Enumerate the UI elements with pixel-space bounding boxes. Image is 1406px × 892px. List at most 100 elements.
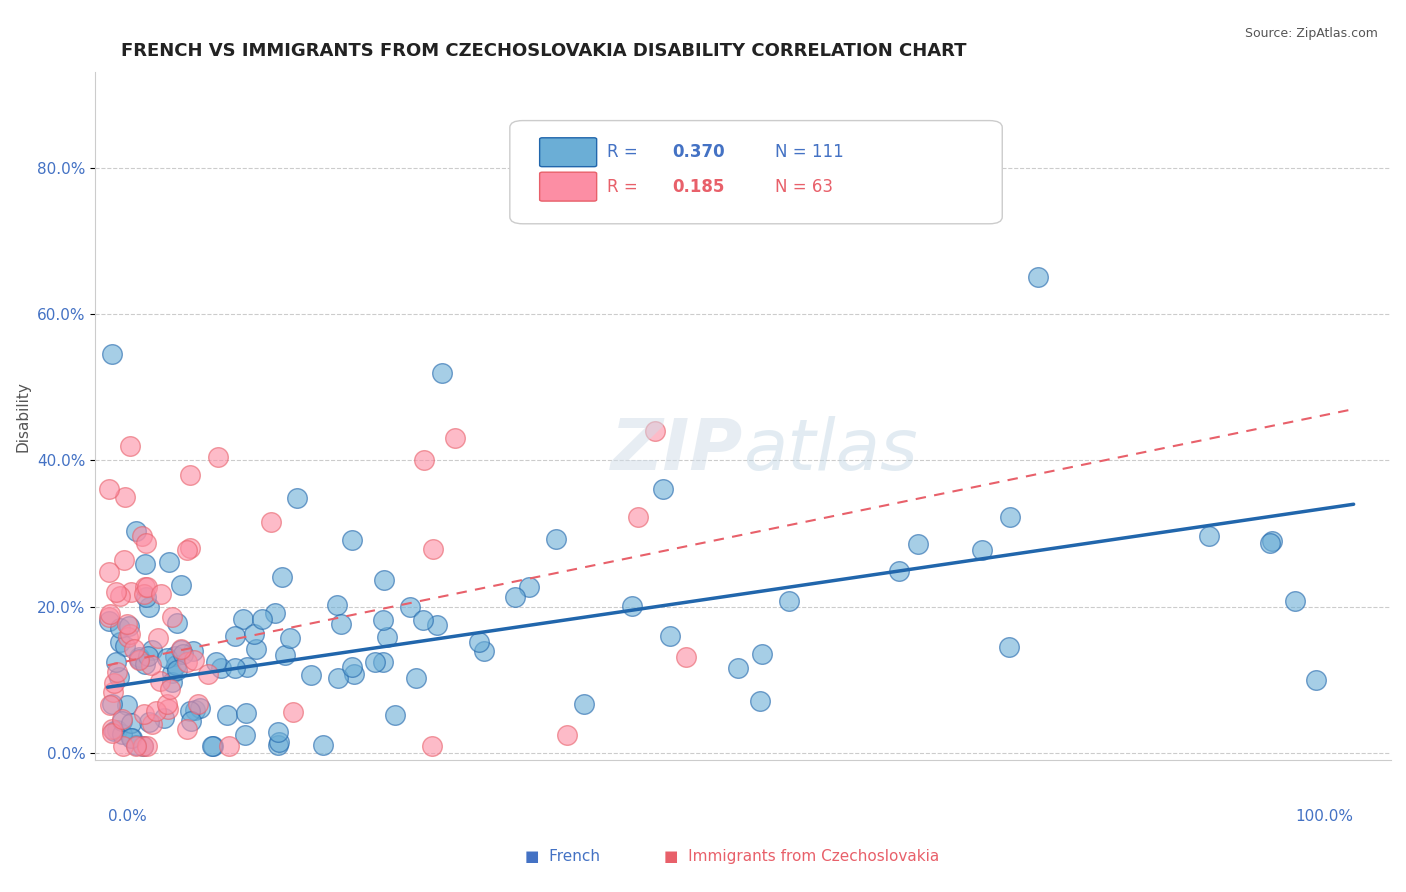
- Point: [375, 630, 398, 644]
- Point: [183, 653, 205, 667]
- Point: [269, 735, 291, 749]
- Point: [627, 509, 650, 524]
- Point: [232, 612, 254, 626]
- Point: [111, 714, 134, 728]
- Point: [101, 685, 124, 699]
- Point: [283, 705, 305, 719]
- Point: [105, 723, 128, 738]
- Point: [340, 660, 363, 674]
- FancyBboxPatch shape: [540, 137, 596, 167]
- Text: R =: R =: [607, 144, 643, 161]
- Point: [103, 724, 125, 739]
- Point: [108, 589, 131, 603]
- Point: [235, 660, 257, 674]
- Point: [97, 615, 120, 629]
- Point: [405, 671, 427, 685]
- Text: 0.370: 0.370: [672, 144, 724, 161]
- Text: 0.185: 0.185: [672, 178, 724, 195]
- Point: [98, 698, 121, 713]
- Point: [118, 618, 141, 632]
- Point: [285, 491, 308, 505]
- Point: [472, 644, 495, 658]
- Point: [659, 629, 682, 643]
- Point: [134, 557, 156, 571]
- FancyBboxPatch shape: [540, 172, 596, 201]
- Point: [278, 632, 301, 646]
- Point: [412, 613, 434, 627]
- Point: [546, 532, 568, 546]
- Point: [202, 739, 225, 753]
- Text: R =: R =: [607, 178, 643, 195]
- Point: [100, 726, 122, 740]
- Point: [267, 725, 290, 739]
- Point: [727, 660, 749, 674]
- Point: [114, 639, 136, 653]
- Point: [128, 653, 150, 667]
- Point: [197, 666, 219, 681]
- Point: [150, 587, 173, 601]
- Point: [136, 580, 159, 594]
- Point: [1198, 529, 1220, 543]
- FancyBboxPatch shape: [510, 120, 1002, 224]
- Point: [120, 585, 142, 599]
- Point: [166, 663, 188, 677]
- Point: [105, 585, 128, 599]
- Point: [399, 599, 422, 614]
- Point: [1305, 673, 1327, 687]
- Point: [132, 587, 155, 601]
- Text: ■  French: ■ French: [524, 849, 600, 863]
- Point: [141, 642, 163, 657]
- Y-axis label: Disability: Disability: [15, 381, 30, 452]
- Point: [152, 711, 174, 725]
- Point: [224, 661, 246, 675]
- Point: [998, 509, 1021, 524]
- Point: [108, 669, 131, 683]
- Point: [207, 450, 229, 465]
- Point: [215, 708, 238, 723]
- Point: [218, 739, 240, 753]
- Point: [170, 578, 193, 592]
- Point: [100, 347, 122, 361]
- Point: [371, 613, 394, 627]
- Text: Source: ZipAtlas.com: Source: ZipAtlas.com: [1244, 27, 1378, 40]
- Point: [340, 533, 363, 548]
- Point: [326, 671, 349, 685]
- Point: [209, 661, 232, 675]
- Point: [330, 617, 353, 632]
- Point: [343, 667, 366, 681]
- Point: [131, 739, 153, 753]
- Point: [108, 621, 131, 635]
- Point: [264, 607, 287, 621]
- Point: [1258, 535, 1281, 549]
- Point: [555, 727, 578, 741]
- Point: [165, 657, 187, 672]
- Text: 100.0%: 100.0%: [1295, 808, 1354, 823]
- Point: [112, 739, 135, 753]
- Point: [972, 543, 994, 558]
- Point: [444, 431, 467, 445]
- Point: [179, 467, 201, 482]
- Point: [188, 701, 211, 715]
- Point: [120, 731, 142, 746]
- Text: atlas: atlas: [744, 417, 918, 485]
- Point: [125, 524, 148, 538]
- Text: N = 63: N = 63: [776, 178, 834, 195]
- Point: [128, 652, 150, 666]
- Point: [426, 618, 449, 632]
- Point: [170, 642, 193, 657]
- Point: [138, 599, 160, 614]
- Point: [235, 706, 257, 720]
- Point: [172, 647, 194, 661]
- Point: [180, 714, 202, 728]
- Point: [160, 665, 183, 680]
- Point: [156, 698, 179, 712]
- Point: [111, 726, 134, 740]
- Point: [160, 675, 183, 690]
- Point: [184, 703, 207, 717]
- Text: N = 111: N = 111: [776, 144, 844, 161]
- Point: [505, 590, 527, 604]
- Point: [159, 682, 181, 697]
- Point: [118, 626, 141, 640]
- Point: [108, 635, 131, 649]
- Point: [468, 635, 491, 649]
